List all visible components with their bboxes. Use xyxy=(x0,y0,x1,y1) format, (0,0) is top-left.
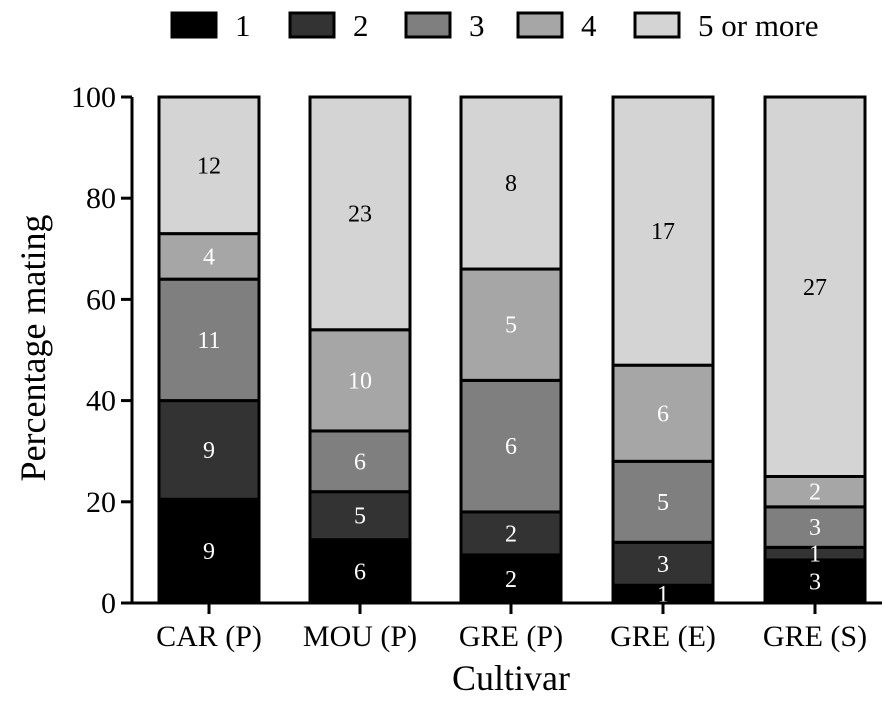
data-label: 2 xyxy=(505,521,517,547)
legend-swatch xyxy=(633,11,681,39)
y-tick-label: 60 xyxy=(86,283,116,316)
data-label: 5 xyxy=(354,504,366,530)
bar-gre-s: 313 2 27 xyxy=(763,95,867,605)
bar-segment-gre-e-4 xyxy=(611,363,715,463)
bar-segment-gre-s-4 xyxy=(763,475,867,509)
data-label: 3 xyxy=(809,515,821,541)
legend-item-2: 2 xyxy=(288,8,369,43)
data-label: 10 xyxy=(348,368,372,394)
legend-item-5-or-more: 5 or more xyxy=(633,8,819,43)
data-label: 3 xyxy=(809,569,821,595)
x-tick-label: GRE (E) xyxy=(610,620,716,653)
y-tick-label: 100 xyxy=(71,81,116,114)
x-tick-label: MOU (P) xyxy=(303,620,417,653)
data-label: 6 xyxy=(657,401,669,427)
bar-segment-gre-s-5-or-more xyxy=(763,95,867,478)
y-tick-label: 80 xyxy=(86,182,116,215)
bar-segment-mou-p-4 xyxy=(308,328,412,433)
data-label: 17 xyxy=(651,219,675,245)
data-label: 3 xyxy=(657,552,669,578)
bar-segment-gre-p-3 xyxy=(459,378,563,514)
data-label: 23 xyxy=(348,201,372,227)
data-label: 12 xyxy=(197,153,221,179)
bar-segment-gre-p-5-or-more xyxy=(459,95,563,271)
bar-segment-car-p-2 xyxy=(157,399,261,501)
data-label: 6 xyxy=(505,434,517,460)
bar-segment-gre-p-1 xyxy=(459,553,563,605)
y-tick-label: 0 xyxy=(101,587,116,620)
x-tick-label: CAR (P) xyxy=(156,620,262,653)
legend-label: 1 xyxy=(235,8,251,43)
bar-segment-gre-e-3 xyxy=(611,459,715,544)
y-axis: 0 20 40 60 80 100 xyxy=(71,81,134,620)
data-label: 27 xyxy=(803,275,827,301)
data-label: 9 xyxy=(203,438,215,464)
bar-mou-p: 6 5 6 10 23 xyxy=(308,95,412,605)
bar-segment-gre-p-2 xyxy=(459,510,563,557)
data-label: 4 xyxy=(203,244,215,270)
legend-item-3: 3 xyxy=(404,8,485,43)
y-axis-title: Percentage mating xyxy=(13,215,53,482)
x-axis: CAR (P) MOU (P) GRE (P) GRE (E) GRE (S) xyxy=(132,601,882,653)
x-tick-label: GRE (S) xyxy=(763,620,867,653)
legend: 1 2 3 4 5 or more xyxy=(170,8,819,43)
data-label: 1 xyxy=(809,542,821,568)
bar-segment-gre-e-5-or-more xyxy=(611,95,715,367)
legend-label: 2 xyxy=(353,8,369,43)
legend-swatch xyxy=(170,11,218,39)
data-label: 2 xyxy=(505,567,517,593)
data-label: 6 xyxy=(354,449,366,475)
data-label: 5 xyxy=(657,490,669,516)
legend-label: 5 or more xyxy=(698,8,819,43)
bar-segment-car-p-1 xyxy=(157,497,261,605)
bar-segment-mou-p-5-or-more xyxy=(308,95,412,332)
bar-car-p: 9 9 11 4 12 xyxy=(157,95,261,605)
data-label: 5 xyxy=(505,313,517,339)
legend-label: 4 xyxy=(581,8,597,43)
data-label: 6 xyxy=(354,559,366,585)
data-label: 2 xyxy=(809,480,821,506)
data-label: 8 xyxy=(505,171,517,197)
legend-swatch xyxy=(288,11,336,39)
bar-segment-car-p-4 xyxy=(157,232,261,281)
data-label: 11 xyxy=(197,328,220,354)
bar-segment-car-p-5-or-more xyxy=(157,95,261,236)
legend-swatch xyxy=(404,11,452,39)
y-tick-label: 40 xyxy=(86,385,116,418)
bar-segment-mou-p-3 xyxy=(308,429,412,494)
data-label: 9 xyxy=(203,539,215,565)
legend-item-1: 1 xyxy=(170,8,251,43)
bar-segment-gre-e-2 xyxy=(611,540,715,587)
legend-swatch xyxy=(516,11,564,39)
legend-label: 3 xyxy=(469,8,485,43)
bar-segment-mou-p-2 xyxy=(308,490,412,542)
bar-segment-mou-p-1 xyxy=(308,538,412,605)
x-axis-title: Cultivar xyxy=(452,658,570,698)
bar-gre-p: 2 2 6 5 8 xyxy=(459,95,563,605)
x-tick-label: GRE (P) xyxy=(459,620,563,653)
y-tick-label: 20 xyxy=(86,486,116,519)
legend-item-4: 4 xyxy=(516,8,597,43)
